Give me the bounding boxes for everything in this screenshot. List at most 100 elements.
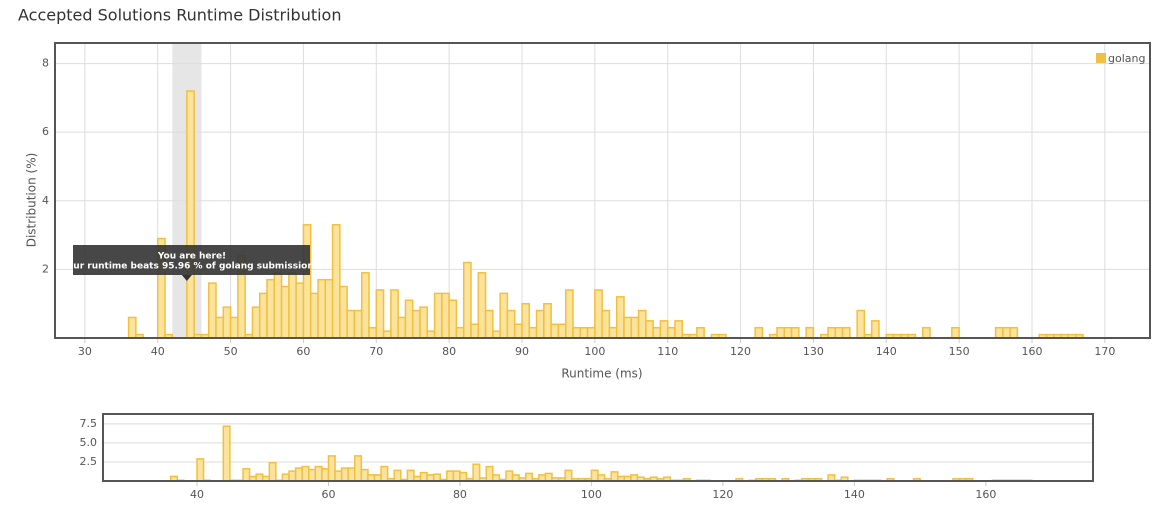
bar: [419, 306, 429, 339]
y-tick-label: 4: [42, 194, 49, 207]
bar: [308, 468, 317, 482]
bar: [268, 461, 277, 482]
x-tick-label: 100: [581, 488, 602, 501]
bar: [459, 471, 468, 482]
bar: [666, 326, 676, 339]
x-tick-label: 90: [515, 345, 529, 358]
bar: [783, 326, 793, 339]
x-tick-label: 120: [730, 345, 751, 358]
x-tick-label: 60: [321, 488, 335, 501]
x-tick-label: 150: [949, 345, 970, 358]
x-tick-label: 50: [224, 345, 238, 358]
y-axis-label: Distribution (%): [25, 153, 39, 248]
x-tick-label: 70: [369, 345, 383, 358]
plot-border: [54, 42, 1151, 339]
bar: [535, 309, 545, 339]
x-tick-label: 160: [1021, 345, 1042, 358]
bar: [317, 278, 327, 339]
bar: [294, 467, 303, 482]
bar: [280, 285, 290, 339]
bar: [432, 473, 441, 482]
bar: [426, 330, 436, 339]
bar: [346, 309, 356, 339]
bar: [870, 320, 880, 339]
bar: [470, 323, 480, 339]
bar: [302, 224, 312, 339]
bar: [659, 320, 669, 339]
bar: [222, 306, 232, 339]
bar: [255, 473, 264, 482]
bar: [441, 292, 450, 339]
bar: [484, 309, 494, 339]
y-tick-label: 8: [42, 57, 49, 70]
bar: [406, 469, 415, 482]
x-tick-label: 140: [876, 345, 897, 358]
x-tick-label: 40: [190, 488, 204, 501]
bar: [550, 323, 560, 339]
bar: [827, 326, 837, 339]
bar: [951, 326, 960, 339]
bar: [334, 470, 343, 482]
bar: [301, 465, 310, 482]
bar: [331, 224, 341, 339]
x-tick-label: 120: [712, 488, 733, 501]
bar: [841, 326, 851, 339]
x-tick-label: 40: [151, 345, 165, 358]
x-axis-label: Runtime (ms): [561, 367, 642, 381]
chart-title: Accepted Solutions Runtime Distribution: [18, 6, 341, 25]
bar: [258, 292, 268, 339]
bar: [543, 302, 552, 339]
bar: [229, 316, 239, 339]
bar: [455, 326, 465, 339]
bar: [222, 425, 231, 482]
bar: [528, 326, 538, 339]
bar: [382, 330, 392, 339]
bar: [404, 299, 414, 339]
bar: [288, 272, 297, 339]
bar: [390, 289, 399, 339]
x-tick-label: 110: [657, 345, 678, 358]
bar: [347, 467, 356, 482]
bar: [327, 455, 336, 482]
bar: [273, 272, 283, 339]
x-tick-label: 160: [975, 488, 996, 501]
bar: [309, 292, 319, 339]
tooltip-box: [73, 245, 310, 275]
bar: [1002, 326, 1011, 339]
y-tick-label: 5.0: [80, 436, 98, 449]
bar: [521, 302, 531, 339]
tooltip-title: You are here!: [157, 252, 226, 262]
bar: [790, 326, 800, 339]
bar: [433, 292, 443, 339]
bar: [314, 465, 323, 482]
bar: [856, 309, 866, 339]
bar: [452, 470, 461, 482]
x-tick-label: 30: [78, 345, 92, 358]
bar: [360, 468, 369, 482]
bar: [419, 471, 428, 482]
y-tick-label: 7.5: [80, 417, 98, 430]
bar: [696, 326, 705, 339]
bar: [610, 471, 619, 482]
bar: [579, 326, 589, 339]
bar: [499, 292, 509, 339]
x-tick-label: 80: [442, 345, 456, 358]
legend-swatch: [1096, 53, 1106, 63]
bar: [266, 278, 276, 339]
bar: [506, 309, 516, 339]
bar: [340, 467, 349, 482]
bar: [295, 282, 305, 339]
bar: [186, 90, 195, 339]
bar: [754, 326, 764, 339]
bar: [339, 285, 348, 339]
tooltip-text: Your runtime beats 95.96 % of golang sub…: [60, 262, 322, 272]
bar: [505, 470, 514, 482]
tooltip-arrow: [181, 275, 192, 281]
bar: [805, 326, 815, 339]
bar: [251, 306, 261, 339]
bar: [564, 289, 574, 339]
y-tick-label: 2: [42, 262, 49, 275]
bar: [564, 469, 573, 482]
bar: [281, 473, 290, 482]
bar: [630, 316, 640, 339]
